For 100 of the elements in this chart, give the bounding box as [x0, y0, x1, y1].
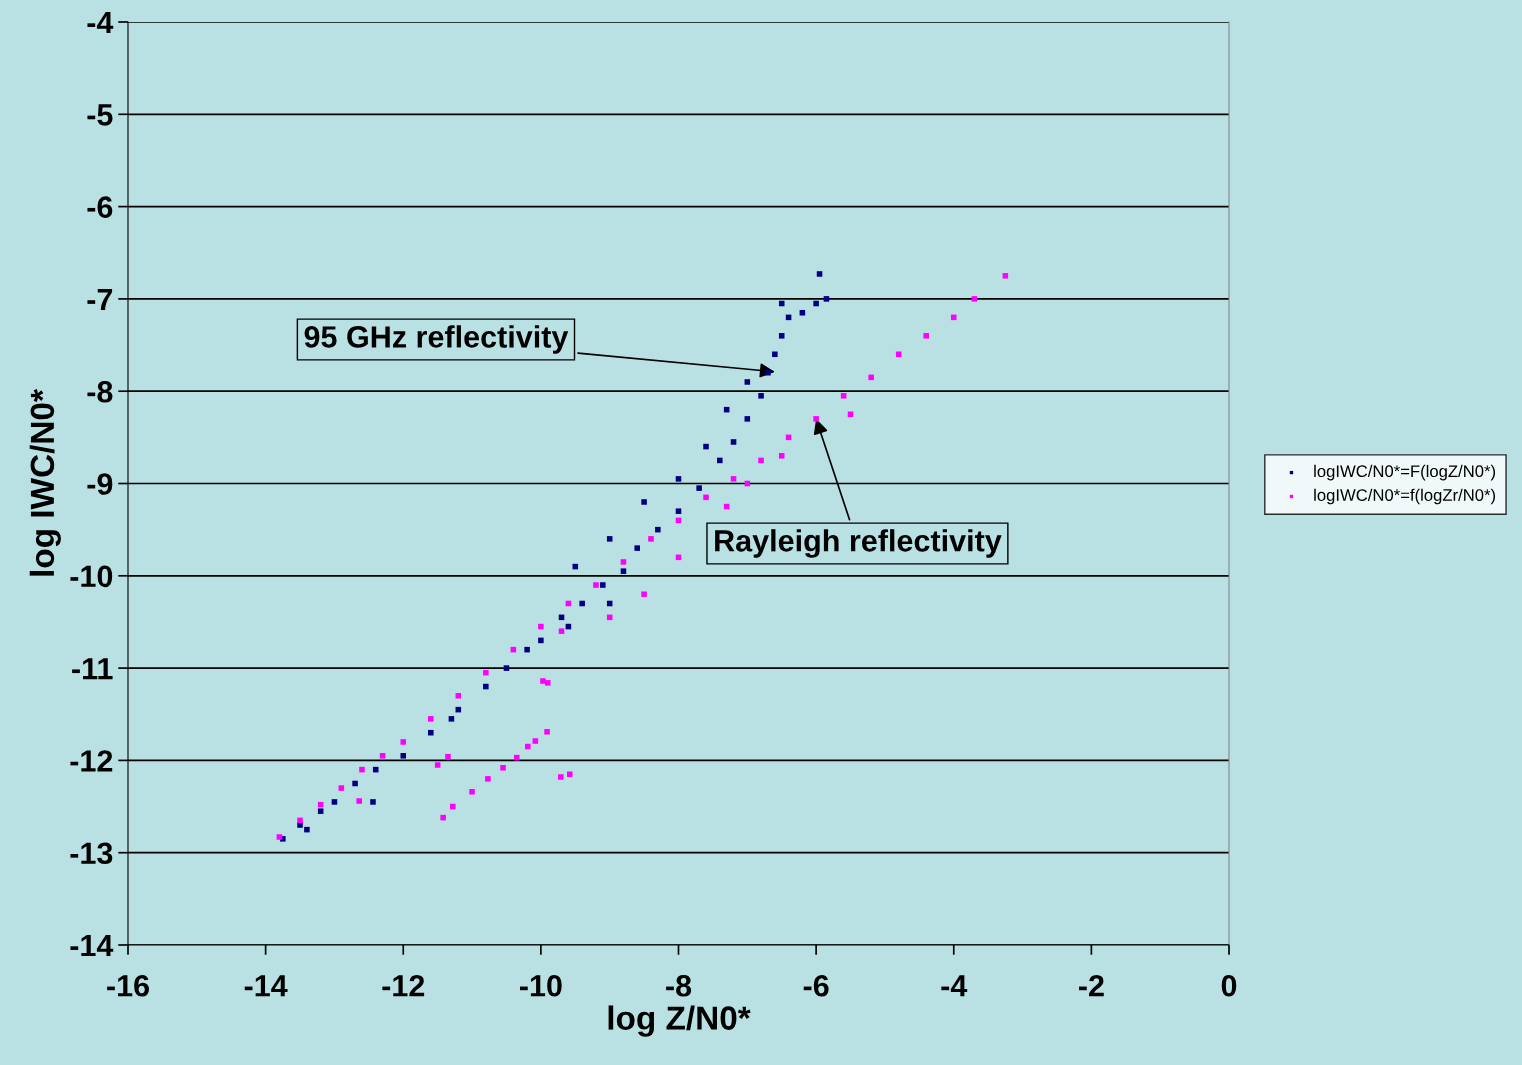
- point: [525, 743, 531, 750]
- point: [455, 693, 462, 699]
- point: [400, 739, 407, 745]
- y-axis-title: log IWC/N0*: [29, 389, 61, 576]
- point: [606, 536, 613, 542]
- point: [544, 680, 551, 686]
- point: [544, 729, 550, 735]
- x-tick-label: -2: [1078, 974, 1104, 997]
- point: [448, 716, 455, 722]
- point: [823, 296, 830, 302]
- point: [579, 600, 585, 607]
- y-tick-label: -10: [70, 565, 113, 588]
- y-tick-label: -13: [70, 842, 113, 865]
- point: [744, 416, 751, 422]
- point: [485, 776, 491, 782]
- point: [717, 457, 723, 464]
- point: [675, 476, 682, 482]
- x-tick-label: -8: [666, 974, 692, 997]
- point: [356, 798, 362, 804]
- point: [703, 443, 709, 450]
- x-tick-label: 0: [1221, 974, 1237, 997]
- point: [304, 826, 310, 833]
- point: [799, 309, 806, 316]
- point: [352, 780, 358, 787]
- point: [641, 499, 647, 505]
- legend-label: logIWC/N0*=F(logZ/N0*): [1314, 464, 1496, 481]
- point: [538, 637, 544, 644]
- point: [648, 536, 654, 542]
- x-tick-label: -16: [107, 974, 149, 997]
- point: [400, 753, 407, 759]
- y-tick-label: -4: [87, 12, 114, 34]
- x-tick-label: -6: [803, 974, 829, 997]
- point: [317, 808, 324, 814]
- y-tick-label: -11: [72, 658, 113, 680]
- point: [868, 374, 874, 381]
- point: [840, 393, 847, 399]
- point: [440, 814, 446, 821]
- point: [696, 485, 702, 491]
- point: [655, 526, 661, 533]
- point: [1002, 273, 1009, 279]
- point: [744, 379, 751, 385]
- point: [923, 333, 929, 339]
- point: [297, 817, 303, 824]
- point: [428, 716, 434, 722]
- point: [778, 453, 785, 459]
- x-tick-label: -10: [519, 974, 562, 997]
- point: [500, 765, 506, 771]
- x-axis-title: log Z/N0*: [608, 1005, 751, 1037]
- x-tick-label: -12: [382, 974, 425, 997]
- point: [540, 678, 546, 684]
- y-tick-label: -7: [87, 288, 113, 310]
- x-tick-label: -14: [244, 975, 288, 997]
- y-tick-label: -5: [87, 104, 113, 126]
- point: [971, 296, 978, 302]
- point: [428, 729, 434, 736]
- annotation: 95 GHz reflectivity: [304, 325, 569, 354]
- y-tick-label: -8: [87, 380, 113, 403]
- point: [778, 333, 785, 339]
- point: [359, 766, 365, 773]
- point: [558, 628, 565, 634]
- point: [524, 646, 530, 653]
- point: [620, 559, 627, 565]
- point: [634, 545, 640, 551]
- point: [338, 785, 345, 791]
- y-tick-label: -14: [70, 935, 114, 957]
- point: [703, 494, 709, 501]
- point: [816, 271, 823, 277]
- point: [620, 568, 627, 574]
- point: [813, 300, 819, 307]
- point: [558, 774, 564, 780]
- point: [450, 803, 456, 810]
- point: [370, 799, 376, 805]
- point: [730, 439, 737, 445]
- point: [758, 457, 764, 464]
- point: [772, 351, 778, 358]
- point: [813, 416, 819, 422]
- point: [950, 314, 957, 321]
- legend-label: logIWC/N0*=f(logZr/N0*): [1314, 488, 1496, 505]
- point: [758, 393, 764, 399]
- annotation: Rayleigh reflectivity: [715, 529, 1002, 558]
- y-tick-label: -12: [70, 750, 113, 772]
- point: [641, 591, 647, 598]
- point: [593, 582, 599, 588]
- x-tick-label: -4: [941, 975, 968, 997]
- point: [434, 762, 441, 768]
- point: [372, 766, 379, 773]
- point: [847, 411, 854, 418]
- point: [730, 476, 737, 482]
- point: [600, 582, 606, 588]
- point: [503, 665, 510, 671]
- y-tick-label: -9: [87, 473, 113, 495]
- point: [379, 753, 386, 759]
- point: [514, 754, 520, 761]
- point: [538, 623, 544, 630]
- point: [675, 508, 682, 514]
- point: [331, 799, 338, 805]
- point: [532, 738, 539, 744]
- point: [445, 753, 451, 760]
- point: [483, 669, 489, 676]
- point: [276, 834, 283, 840]
